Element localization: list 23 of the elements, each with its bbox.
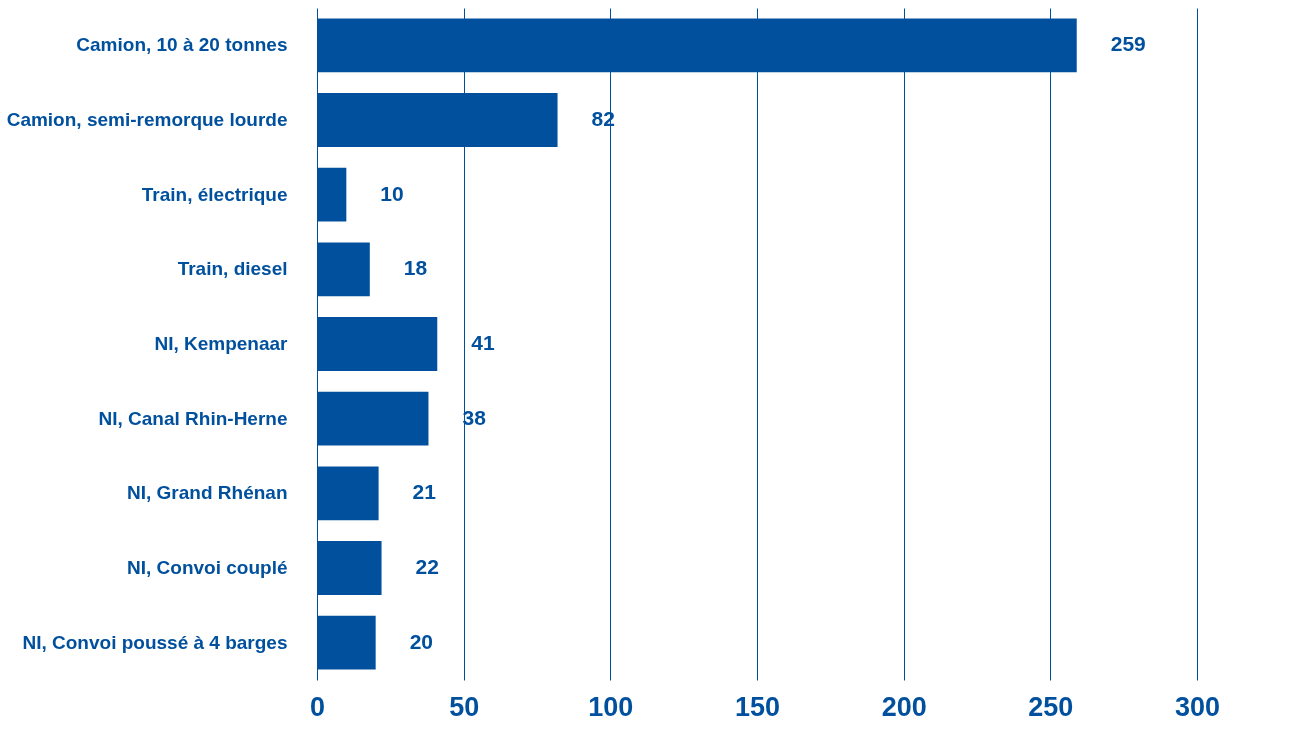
data-label: 10 — [380, 181, 404, 205]
y-tick-label: NI, Grand Rhénan — [127, 482, 288, 504]
x-tick-label: 250 — [1028, 691, 1074, 722]
x-tick-label: 50 — [449, 691, 480, 722]
y-tick-label: NI, Canal Rhin-Herne — [98, 407, 288, 429]
x-tick-label: 0 — [309, 691, 326, 722]
x-tick-label: 100 — [588, 691, 634, 722]
data-label: 41 — [471, 331, 495, 354]
y-tick-label: Train, diesel — [177, 258, 288, 280]
y-tick-label: NI, Convoi poussé à 4 barges — [22, 631, 288, 653]
y-tick-label: NI, Convoi couplé — [127, 557, 288, 578]
y-tick-label: NI, Kempenaar — [154, 333, 289, 354]
data-label: 22 — [415, 555, 439, 578]
data-label: 20 — [409, 629, 434, 653]
data-label: 259 — [1110, 32, 1146, 56]
y-tick-label: Camion, 10 à 20 tonnes — [76, 34, 288, 56]
x-tick-label: 200 — [881, 691, 927, 722]
data-label: 21 — [412, 480, 437, 504]
x-tick-label: 150 — [734, 691, 781, 722]
y-tick-label: Camion, semi-remorque lourde — [6, 109, 288, 130]
y-tick-label: Train, électrique — [141, 183, 288, 205]
data-label: 18 — [403, 256, 428, 280]
x-tick-label: 300 — [1174, 691, 1221, 722]
